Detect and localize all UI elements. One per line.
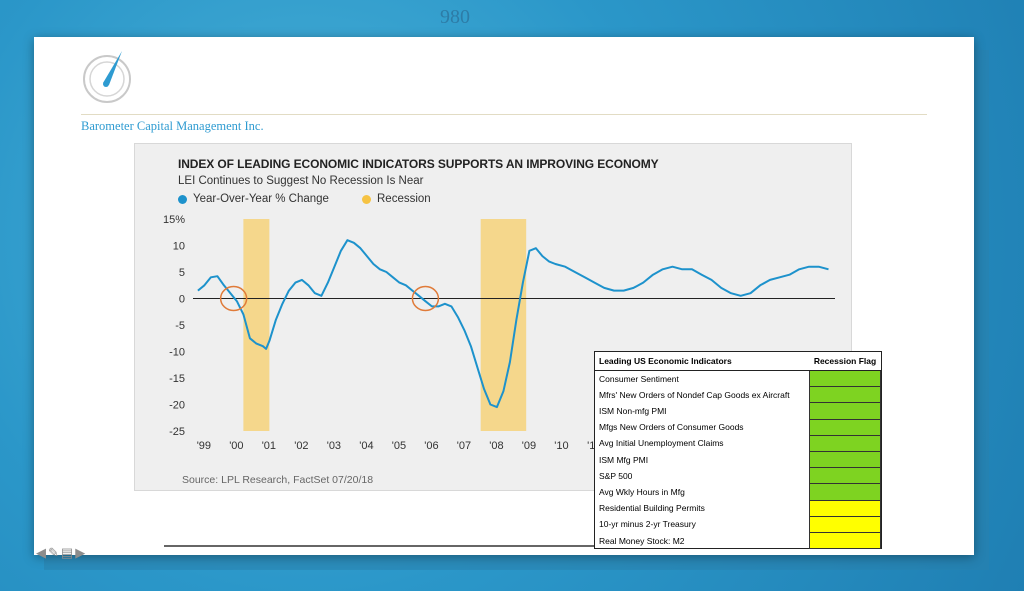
y-tick-label: 0 [179,294,185,306]
y-tick-label: -10 [169,347,185,359]
y-tick-label: -20 [169,400,185,412]
menu-icon[interactable]: ▤ [60,545,74,560]
header-rule [81,114,927,115]
x-tick-label: '03 [327,440,341,452]
slide: Barometer Capital Management Inc. INDEX … [34,37,974,555]
x-tick-label: '01 [262,440,276,452]
recession-flag-cell [809,531,881,550]
table-row: 10-yr minus 2-yr Treasury [595,515,881,533]
indicator-name: Mfrs' New Orders of Nondef Cap Goods ex … [595,386,810,403]
x-tick-label: '04 [359,440,373,452]
chart-title: INDEX OF LEADING ECONOMIC INDICATORS SUP… [178,157,659,171]
table-row: Residential Building Permits [595,499,881,517]
indicator-name: Consumer Sentiment [595,369,810,387]
recession-flag-cell [809,515,881,533]
indicator-name: Real Money Stock: M2 [595,531,810,549]
legend-dot-yoy [178,194,187,204]
slide-nav: ◀ ✎ ▤ ▶ [36,545,85,561]
chart-source: Source: LPL Research, FactSet 07/20/18 [182,474,374,486]
x-tick-label: '09 [522,440,536,452]
x-tick-label: '06 [424,440,438,452]
chart-subtitle: LEI Continues to Suggest No Recession Is… [178,175,424,187]
legend-label-recession: Recession [377,193,431,205]
indicator-name: Avg Initial Unemployment Claims [595,434,810,452]
legend-item-recession: Recession [362,193,431,205]
indicator-name: S&P 500 [595,467,810,484]
x-tick-label: '99 [197,440,211,452]
indicator-name: ISM Mfg PMI [595,450,810,468]
table-row: Mfgs New Orders of Consumer Goods [595,418,881,436]
recession-flag-cell [809,386,881,404]
recession-band-1 [480,219,527,431]
x-tick-label: '07 [457,440,471,452]
indicator-name: Mfgs New Orders of Consumer Goods [595,418,810,436]
x-tick-label: '10 [554,440,568,452]
x-tick-label: '00 [229,440,243,452]
table-row: Mfrs' New Orders of Nondef Cap Goods ex … [595,386,881,404]
recession-flag-cell [809,418,881,436]
series-line-yoy [197,239,829,409]
indicator-table: Leading US Economic Indicators Recession… [594,351,882,550]
table-header-flag: Recession Flag [809,352,881,371]
table-row: Consumer Sentiment [595,369,881,388]
highlight-circle-1 [411,285,440,312]
recession-flag-cell [809,402,881,420]
y-tick-label: -5 [175,320,185,332]
recession-flag-cell [809,499,881,517]
indicator-name: Residential Building Permits [595,499,810,517]
table-row: Avg Wkly Hours in Mfg [595,483,881,501]
indicator-name: 10-yr minus 2-yr Treasury [595,515,810,533]
x-tick-label: '05 [392,440,406,452]
background-dial-number: 980 [440,6,470,28]
next-arrow-icon[interactable]: ▶ [75,545,86,560]
legend-label-yoy: Year-Over-Year % Change [193,193,329,205]
barometer-logo-icon [83,51,131,103]
legend-dot-recession [362,194,371,204]
recession-flag-cell [809,483,881,501]
recession-flag-cell [809,434,881,452]
y-tick-label: 5 [179,267,185,279]
pen-icon[interactable]: ✎ [48,545,59,560]
prev-arrow-icon[interactable]: ◀ [36,545,46,560]
table-row: Avg Initial Unemployment Claims [595,434,881,452]
recession-flag-cell [809,369,881,388]
table-row: Real Money Stock: M2 [595,531,881,550]
y-tick-label: 10 [173,241,185,253]
highlight-circle-0 [219,285,248,312]
legend-item-yoy: Year-Over-Year % Change [178,193,329,205]
table-header-row: Leading US Economic Indicators Recession… [595,352,881,371]
indicator-name: ISM Non-mfg PMI [595,402,810,420]
recession-band-0 [243,219,270,431]
table-row: ISM Mfg PMI [595,450,881,469]
table-row: ISM Non-mfg PMI [595,402,881,420]
bottom-rule [164,545,596,547]
table-header-indicator: Leading US Economic Indicators [595,352,810,371]
recession-flag-cell [809,450,881,469]
company-name: Barometer Capital Management Inc. [81,119,264,133]
y-tick-label: -25 [169,426,185,438]
y-tick-label: -15 [169,373,185,385]
indicator-name: Avg Wkly Hours in Mfg [595,483,810,500]
y-tick-label: 15% [163,214,185,226]
recession-flag-cell [809,467,881,485]
x-tick-label: '08 [489,440,503,452]
lei-line-chart: 15% 10 5 0 -5 -10 -15 -20 -25 '99 '00 '01 '02 '03 '04 '… [163,214,835,452]
table-row: S&P 500 [595,467,881,485]
x-tick-label: '02 [294,440,308,452]
